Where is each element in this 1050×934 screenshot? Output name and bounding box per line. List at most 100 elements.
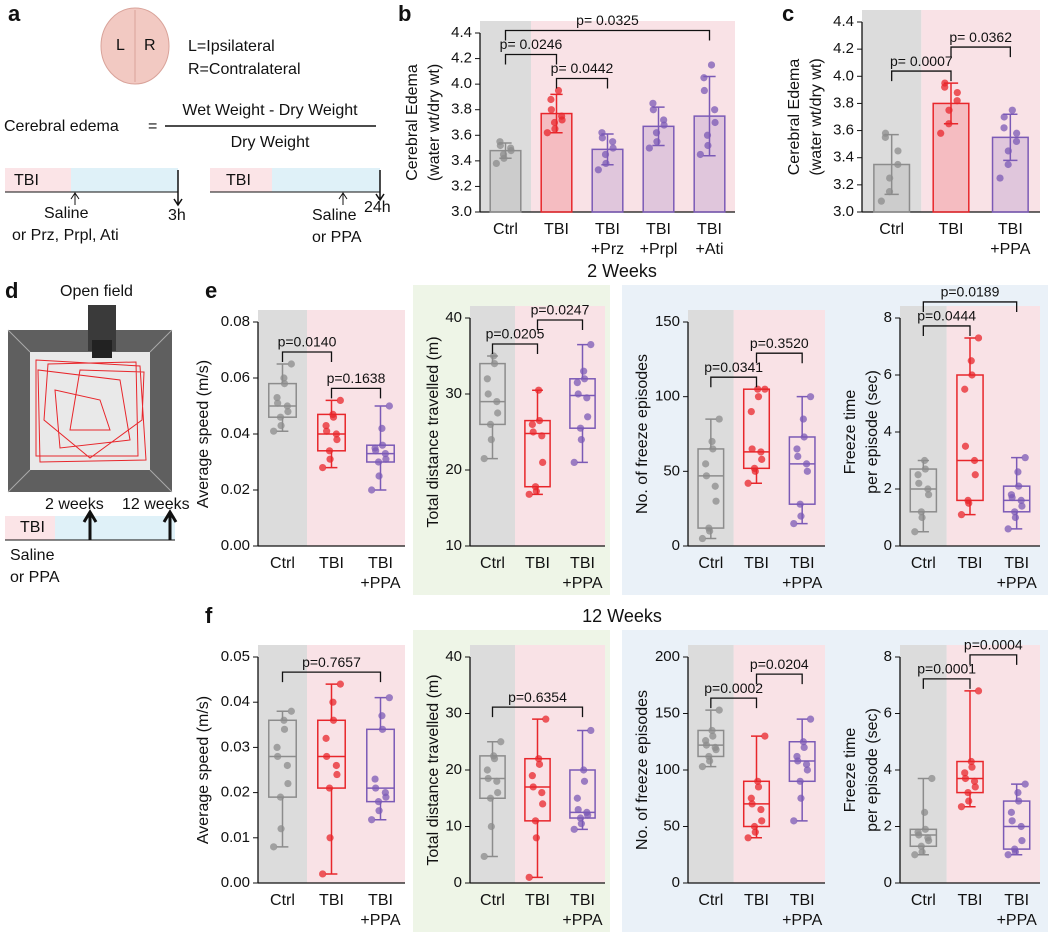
p-value: p= 0.0362 bbox=[949, 29, 1012, 45]
p-value: p=0.3520 bbox=[750, 335, 809, 351]
data-point bbox=[799, 738, 807, 746]
data-point bbox=[702, 472, 711, 480]
data-point bbox=[490, 352, 498, 360]
data-point bbox=[535, 760, 544, 768]
x-tick-label: Ctrl bbox=[698, 892, 723, 909]
data-point bbox=[750, 822, 759, 831]
data-point bbox=[494, 409, 502, 417]
sig-bracket bbox=[710, 697, 758, 709]
data-point bbox=[1000, 124, 1008, 132]
data-point bbox=[490, 360, 499, 368]
data-point bbox=[911, 528, 919, 536]
x-tick-label: +PPA bbox=[562, 912, 603, 929]
data-point bbox=[601, 150, 610, 159]
data-point bbox=[277, 422, 285, 430]
data-point bbox=[747, 794, 755, 802]
y-tick-label: 0.04 bbox=[221, 425, 250, 442]
x-tick-label: +PPA bbox=[782, 575, 823, 592]
data-point bbox=[881, 129, 890, 137]
data-point bbox=[609, 138, 617, 146]
data-point bbox=[957, 511, 966, 519]
data-point bbox=[1004, 851, 1012, 859]
data-point bbox=[333, 770, 341, 779]
data-point bbox=[911, 851, 919, 859]
sig-bracket bbox=[330, 387, 382, 399]
x-tick-label: TBI bbox=[790, 892, 815, 909]
y-tick-label: 0.04 bbox=[221, 693, 250, 710]
data-point bbox=[702, 460, 710, 468]
data-point bbox=[964, 789, 972, 797]
data-point bbox=[970, 777, 979, 785]
panel-letter: a bbox=[8, 1, 21, 26]
timeline-phase bbox=[71, 168, 178, 192]
y-tick-label: 3.6 bbox=[451, 126, 472, 143]
p-value: p=0.0247 bbox=[531, 302, 590, 318]
y-tick-label: 100 bbox=[655, 388, 680, 405]
data-point bbox=[645, 144, 653, 152]
y-axis-label: No. of freeze episodes bbox=[634, 690, 651, 850]
x-tick-label: TBI bbox=[744, 892, 769, 909]
panel-title: Open field bbox=[60, 283, 133, 300]
data-point bbox=[971, 471, 979, 479]
y-tick-label: 0 bbox=[454, 874, 462, 891]
data-point bbox=[924, 485, 932, 493]
data-point bbox=[322, 422, 330, 430]
trajectory bbox=[35, 359, 147, 463]
data-point bbox=[1013, 129, 1021, 137]
data-point bbox=[378, 441, 387, 449]
y-tick-label: 150 bbox=[655, 313, 680, 330]
y-tick-label: 4.0 bbox=[451, 75, 472, 92]
y-tick-label: 3.8 bbox=[833, 94, 854, 111]
data-point bbox=[326, 834, 334, 842]
sig-bracket bbox=[891, 70, 952, 82]
data-point bbox=[1021, 454, 1029, 462]
p-value: p=0.0341 bbox=[704, 359, 763, 375]
p-value: p= 0.0246 bbox=[500, 36, 563, 52]
y-tick-label: 8 bbox=[884, 309, 892, 326]
sig-bracket bbox=[969, 654, 1018, 665]
data-point bbox=[708, 437, 716, 446]
data-point bbox=[953, 88, 961, 97]
y-tick-label: 6 bbox=[884, 704, 892, 721]
data-point bbox=[378, 424, 386, 432]
y-axis-label: Freeze time bbox=[842, 728, 859, 813]
data-point bbox=[754, 777, 762, 785]
data-point bbox=[580, 367, 588, 375]
data-point bbox=[796, 777, 804, 785]
sig-bracket bbox=[491, 706, 584, 718]
data-point bbox=[570, 825, 578, 833]
data-point bbox=[757, 805, 765, 814]
data-point bbox=[580, 777, 589, 785]
data-point bbox=[708, 726, 716, 735]
data-point bbox=[802, 760, 811, 768]
y-axis-label: per episode (sec) bbox=[864, 370, 881, 494]
data-point bbox=[700, 74, 708, 82]
data-point bbox=[751, 828, 759, 836]
data-point bbox=[744, 834, 752, 842]
data-point bbox=[953, 97, 961, 105]
x-tick-label: +PPA bbox=[360, 575, 401, 592]
data-point bbox=[484, 390, 492, 398]
y-tick-label: 3.0 bbox=[451, 203, 472, 220]
box bbox=[479, 362, 506, 426]
data-point bbox=[535, 755, 543, 763]
data-point bbox=[539, 458, 547, 466]
data-point bbox=[382, 455, 390, 463]
data-point bbox=[974, 334, 983, 342]
y-tick-label: 0.02 bbox=[221, 481, 250, 498]
x-tick-label: +PPA bbox=[562, 575, 603, 592]
data-point bbox=[790, 817, 798, 825]
data-point bbox=[937, 129, 945, 137]
y-tick-label: 50 bbox=[663, 817, 680, 834]
data-point bbox=[796, 500, 804, 508]
data-point bbox=[486, 794, 495, 802]
data-point bbox=[496, 138, 504, 146]
data-point bbox=[793, 445, 801, 453]
data-point bbox=[918, 848, 926, 856]
data-point bbox=[507, 144, 515, 152]
data-point bbox=[270, 427, 278, 435]
data-point bbox=[1011, 845, 1019, 853]
x-tick-label: +Prpl bbox=[640, 241, 678, 258]
box bbox=[788, 436, 816, 505]
data-point bbox=[649, 106, 657, 114]
